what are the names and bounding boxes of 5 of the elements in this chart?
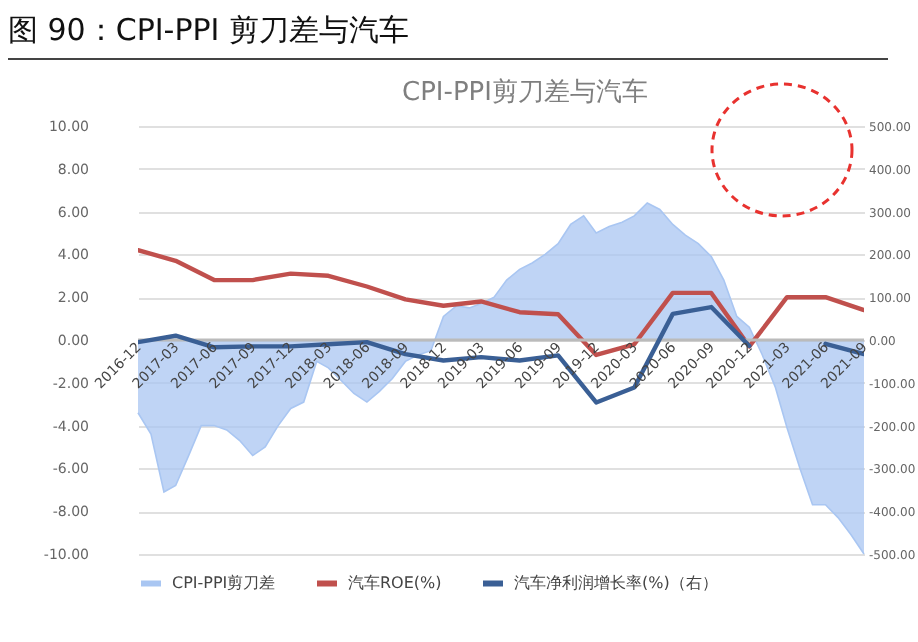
chart-subtitle: CPI-PPI剪刀差与汽车 [402,78,648,108]
legend-label: 汽车净利润增长率(%)（右） [514,573,718,592]
chart-title: 图 90：CPI-PPI 剪刀差与汽车 [8,12,888,60]
legend-label: 汽车ROE(%) [348,573,442,592]
legend-label: CPI-PPI剪刀差 [172,573,276,592]
